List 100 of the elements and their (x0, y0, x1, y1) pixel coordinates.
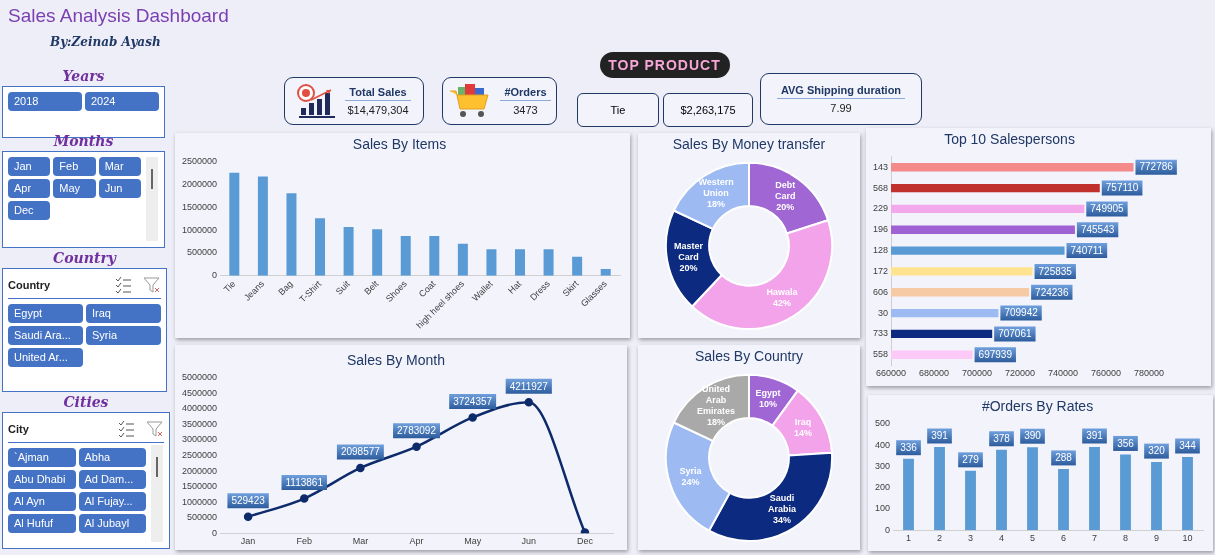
y-tick-label: 2000000 (181, 465, 218, 476)
y-tick-label: 2000000 (181, 179, 218, 190)
text: Country (52, 249, 118, 268)
chart-title: #Orders By Rates (981, 398, 1094, 415)
slice-label: Western Union (698, 177, 734, 199)
x-tick-label: 9 (1153, 533, 1160, 544)
y-tick-label: 0 (212, 527, 218, 538)
y-tick-label: 128 (872, 245, 889, 256)
data-label: 1113861 (285, 476, 324, 488)
slice-label: Hawala (766, 286, 799, 297)
bar (1027, 447, 1038, 531)
y-tick-label: 2500000 (181, 156, 218, 167)
x-tick-label: 780000 (1133, 368, 1165, 379)
text: 2024 (85, 92, 159, 111)
y-tick-label: 568 (872, 182, 889, 193)
bar (934, 447, 945, 531)
slice-label: Syria (679, 465, 703, 476)
slice-label: Master Card (674, 240, 704, 262)
data-label: 391 (931, 430, 949, 442)
x-tick-label: Suit (333, 278, 353, 297)
x-tick-label: 2 (937, 533, 943, 544)
data-label: 344 (1179, 440, 1197, 452)
data-label: 279 (962, 454, 980, 466)
data-label: 10% (758, 399, 778, 410)
x-tick-label: Feb (296, 536, 312, 547)
chart-title: Sales By Money transfer (672, 136, 826, 153)
text: Apr (8, 179, 51, 198)
x-tick-label: Belt (362, 278, 381, 297)
text: Syria (86, 326, 161, 345)
data-label: 336 (900, 441, 918, 453)
data-label: 14% (793, 428, 812, 439)
point (243, 512, 253, 521)
slice-label: Iraq (794, 417, 812, 428)
slice-label: Debt Card (774, 179, 796, 201)
data-label: 378 (993, 433, 1011, 445)
text: Mar (98, 157, 141, 176)
data-label: 4211927 (509, 380, 549, 392)
data-label: 724236 (1035, 286, 1069, 298)
x-tick-label: Bag (276, 278, 295, 298)
y-tick-label: 1000000 (181, 224, 218, 235)
x-tick-label: 4 (999, 533, 1005, 544)
bar (257, 176, 268, 276)
data-label: 697939 (978, 349, 1013, 361)
text: Country (8, 279, 52, 291)
y-tick-label: 30 (878, 307, 889, 318)
y-tick-label: 2500000 (181, 449, 218, 460)
data-label: 20% (679, 262, 698, 273)
data-label: 18% (707, 416, 726, 427)
text: Sales Analysis Dashboard (8, 5, 230, 27)
data-label: 391 (1086, 430, 1104, 442)
y-tick-label: 3000000 (181, 434, 218, 445)
text: By:Zeinab Ayash (50, 35, 162, 49)
text: Saudi Ara... (8, 326, 83, 345)
x-tick-label: 720000 (1004, 368, 1036, 379)
x-tick-label: 3 (968, 533, 974, 544)
text: Egypt (8, 304, 83, 323)
x-tick-label: 700000 (961, 368, 993, 379)
text: Jun (98, 179, 141, 198)
text: Jan (8, 157, 51, 176)
text: United Ar... (8, 348, 83, 367)
y-tick-label: 558 (872, 349, 889, 360)
chart-title: Top 10 Salespersons (944, 131, 1075, 148)
text: 3473 (512, 103, 539, 116)
text: Al Hufuf (8, 514, 76, 533)
y-tick-label: 3500000 (181, 418, 218, 429)
point (412, 442, 421, 451)
bar (543, 249, 554, 276)
bar (229, 172, 240, 276)
text: 7.99 (829, 101, 853, 114)
y-tick-label: 100 (874, 503, 891, 514)
y-tick-label: 143 (872, 161, 889, 172)
x-tick-label: Tie (221, 278, 238, 295)
x-tick-label: Jan (240, 536, 256, 547)
text: Tie (577, 93, 659, 127)
y-tick-label: 4000000 (181, 403, 218, 414)
data-label: 709942 (1004, 307, 1039, 319)
text: May (53, 179, 96, 198)
bar (486, 249, 497, 276)
x-tick-label: Hat (506, 278, 524, 296)
text: Abha (78, 448, 146, 467)
bar (572, 256, 583, 276)
x-tick-label: Apr (409, 536, 424, 547)
text: 2018 (8, 92, 82, 111)
y-tick-label: 5000000 (181, 372, 218, 383)
text: City (8, 423, 30, 435)
data-label: 749905 (1090, 203, 1125, 215)
text: Ad Dam... (78, 470, 146, 489)
bar (400, 236, 411, 276)
data-label: 356 (1117, 437, 1135, 449)
text: Al Ayn (8, 492, 76, 511)
y-tick-label: 500000 (186, 512, 218, 523)
x-tick-label: 680000 (918, 368, 950, 379)
x-tick-label: Skirt (560, 278, 581, 299)
data-label: 772786 (1139, 161, 1174, 173)
bar (343, 227, 354, 276)
chart-title: Sales By Month (346, 352, 446, 369)
y-tick-label: 4500000 (181, 387, 218, 398)
text: Total Sales (345, 86, 411, 101)
y-tick-label: 229 (872, 203, 889, 214)
text: Dec (8, 201, 51, 220)
